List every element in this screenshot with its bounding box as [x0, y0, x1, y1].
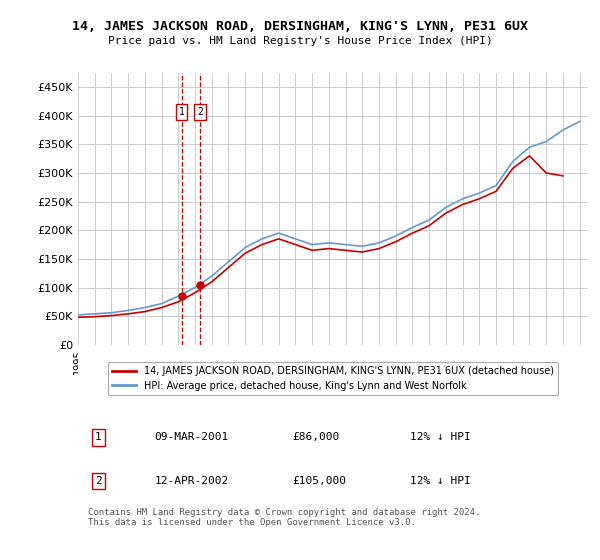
Text: £105,000: £105,000 [292, 476, 346, 486]
Text: 1: 1 [179, 108, 184, 117]
Text: 1: 1 [95, 432, 102, 442]
Text: 12% ↓ HPI: 12% ↓ HPI [409, 432, 470, 442]
Text: 14, JAMES JACKSON ROAD, DERSINGHAM, KING'S LYNN, PE31 6UX: 14, JAMES JACKSON ROAD, DERSINGHAM, KING… [72, 20, 528, 32]
Text: 2: 2 [197, 108, 203, 117]
Text: Price paid vs. HM Land Registry's House Price Index (HPI): Price paid vs. HM Land Registry's House … [107, 36, 493, 46]
Legend: 14, JAMES JACKSON ROAD, DERSINGHAM, KING'S LYNN, PE31 6UX (detached house), HPI:: 14, JAMES JACKSON ROAD, DERSINGHAM, KING… [108, 362, 558, 395]
Text: Contains HM Land Registry data © Crown copyright and database right 2024.
This d: Contains HM Land Registry data © Crown c… [88, 507, 481, 527]
Text: 12% ↓ HPI: 12% ↓ HPI [409, 476, 470, 486]
Text: 09-MAR-2001: 09-MAR-2001 [155, 432, 229, 442]
Text: 2: 2 [95, 476, 102, 486]
Text: £86,000: £86,000 [292, 432, 340, 442]
Text: 12-APR-2002: 12-APR-2002 [155, 476, 229, 486]
